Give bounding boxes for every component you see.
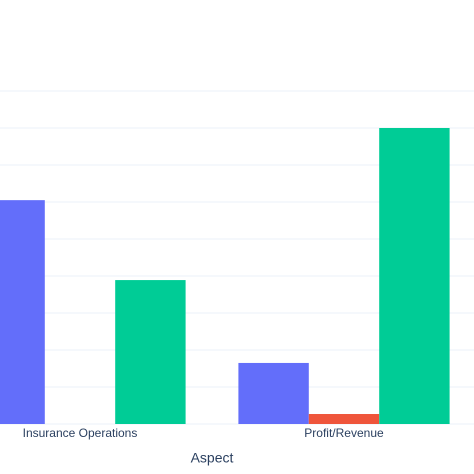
bar (115, 280, 186, 424)
bar (238, 362, 309, 424)
bar (379, 128, 450, 424)
x-tick-label: Profit/Revenue (304, 426, 384, 440)
bar (0, 200, 45, 424)
bar (308, 414, 380, 424)
x-tick-label: Insurance Operations (23, 426, 138, 440)
x-axis-title: Aspect (191, 450, 234, 466)
